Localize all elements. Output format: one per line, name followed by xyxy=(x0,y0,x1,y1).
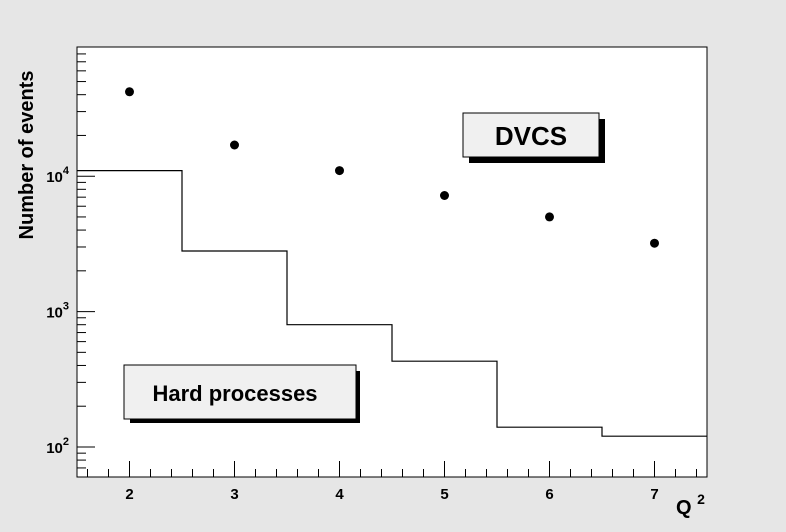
points-layer xyxy=(125,87,659,248)
x-axis-title-base: Q xyxy=(676,497,692,519)
y-tick-label: 103 xyxy=(46,301,69,322)
x-tick-label: 4 xyxy=(335,486,344,503)
x-tick-label: 3 xyxy=(230,486,238,503)
y-tick-label: 104 xyxy=(46,165,70,186)
x-tick-label: 2 xyxy=(125,486,133,503)
dvcs-label-box: DVCS xyxy=(462,112,605,163)
data-point xyxy=(650,238,659,248)
axes-layer: 2 3 4 5 6 7 102 103 104 xyxy=(46,46,697,503)
data-point xyxy=(545,212,554,222)
histogram-line xyxy=(77,170,707,437)
hard-processes-label-box: Hard processes xyxy=(123,364,360,423)
dvcs-label: DVCS xyxy=(495,121,567,151)
x-tick-label: 6 xyxy=(545,486,553,503)
data-point xyxy=(125,87,134,97)
data-point xyxy=(230,140,239,150)
data-point xyxy=(440,191,449,200)
histogram-layer xyxy=(77,170,707,437)
x-tick-label: 5 xyxy=(440,486,448,503)
y-axis-title: Number of events xyxy=(16,71,38,240)
x-axis-title: Q 2 xyxy=(676,491,705,519)
data-point xyxy=(335,166,344,176)
y-tick-label: 102 xyxy=(46,436,69,457)
x-axis-title-sup: 2 xyxy=(697,491,705,507)
x-tick-label: 7 xyxy=(650,486,658,503)
hard-processes-label: Hard processes xyxy=(152,381,317,406)
